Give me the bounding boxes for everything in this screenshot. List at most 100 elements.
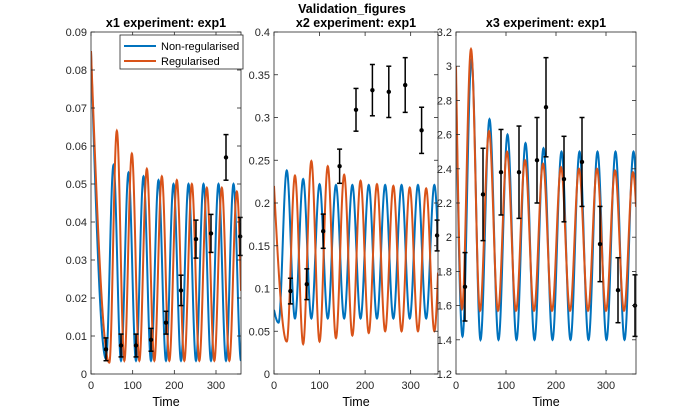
y-tick-label: 0.07 [66,103,87,115]
data-marker [561,176,567,182]
data-marker [434,233,440,238]
figure-suptitle: Validation_figures [298,2,406,16]
y-tick-label: 2.8 [437,95,452,107]
x-axis-label: Time [342,395,369,409]
data-marker [304,282,309,287]
data-point [223,133,229,181]
data-point [353,87,359,132]
y-tick-label: 0.03 [66,255,87,267]
y-tick-label: 0.01 [66,331,87,343]
y-tick-label: 3 [446,61,452,73]
data-marker [534,158,540,163]
data-marker [163,320,169,325]
data-point [148,327,154,352]
legend-label-regularised: Regularised [161,56,220,68]
data-marker [208,231,214,236]
y-tick-label: 0.05 [66,179,87,191]
legend-box [119,34,244,70]
data-marker [419,128,424,133]
y-tick-label: 0.3 [255,113,270,125]
data-marker [597,241,603,247]
data-marker [321,229,326,234]
data-point [516,125,522,220]
x-tick-label: 0 [453,380,459,392]
x-axis-label: Time [532,395,559,409]
x-tick-label: 0 [88,380,94,392]
series-line-regularised [456,46,636,313]
y-tick-label: 1.6 [437,301,452,313]
data-marker [403,82,408,88]
data-point [462,251,468,322]
x-axis-label: Time [152,395,179,409]
y-tick-label: 2.4 [437,164,452,176]
legend: Non-regularised Regularised [119,34,244,70]
data-marker [193,236,199,242]
y-tick-label: 2.2 [437,198,452,210]
y-tick-label: 0.04 [66,217,87,229]
data-point [193,219,199,259]
data-marker [462,284,468,289]
data-point [402,56,408,114]
data-marker [353,107,359,113]
y-tick-label: 0 [81,369,87,381]
y-tick-label: 2 [446,232,452,244]
data-point [178,274,184,307]
subplot-title: x2 experiment: exp1 [296,16,416,30]
data-marker [237,234,243,239]
data-marker [118,343,124,348]
plot-area [274,32,438,374]
data-point [133,333,139,358]
x-tick-label: 200 [547,380,565,392]
data-point [534,116,540,204]
y-tick-label: 0.02 [66,293,87,305]
data-marker [543,105,549,110]
x-tick-label: 100 [310,380,328,392]
data-marker [615,288,621,293]
y-tick-label: 1.4 [437,335,452,347]
x-tick-label: 300 [207,380,225,392]
data-marker [223,155,229,160]
data-marker [498,170,504,175]
y-tick-label: 0.06 [66,141,87,153]
series-line-non-regularised [91,50,241,363]
data-point [561,135,567,223]
series-line-regularised [274,159,438,346]
data-marker [370,87,375,93]
subplot-title: x1 experiment: exp1 [106,16,226,30]
y-tick-label: 0.35 [249,70,270,82]
y-tick-label: 0 [264,369,270,381]
series-line-regularised [91,50,241,364]
legend-label-non-regularised: Non-regularised [161,41,239,53]
x-tick-label: 0 [271,380,277,392]
y-tick-label: 0.25 [249,155,270,167]
data-point [118,333,124,358]
subplot-title: x3 experiment: exp1 [486,16,606,30]
data-point [615,256,621,324]
data-point [386,65,392,119]
x-tick-label: 200 [356,380,374,392]
data-point [480,147,486,242]
data-marker [288,288,293,294]
x-tick-label: 100 [497,380,515,392]
series-line-non-regularised [274,168,438,324]
data-point [543,56,549,158]
subplot-2: 0 0.05 0.1 0.15 0.2 0.25 0.3 0.35 0.4 0 100 200 300 x… [249,16,440,409]
data-marker [516,170,522,175]
data-point [498,128,504,216]
subplot-3: 1.2 1.4 1.6 1.8 2 2.2 2.4 2.6 2.8 3 3.2 0 100 200 300 x… [437,16,638,409]
y-tick-label: 1.8 [437,266,452,278]
y-tick-label: 0.08 [66,65,87,77]
data-marker [579,159,585,165]
data-marker [103,347,109,352]
data-marker [337,164,342,169]
data-point [163,310,169,335]
y-tick-label: 0.05 [249,326,270,338]
data-marker [386,89,391,95]
data-point [337,148,343,185]
x-tick-label: 200 [165,380,183,392]
x-tick-label: 300 [401,380,419,392]
axes-box [90,31,242,375]
y-tick-label: 0.1 [255,284,270,296]
y-tick-label: 3.2 [437,27,452,39]
